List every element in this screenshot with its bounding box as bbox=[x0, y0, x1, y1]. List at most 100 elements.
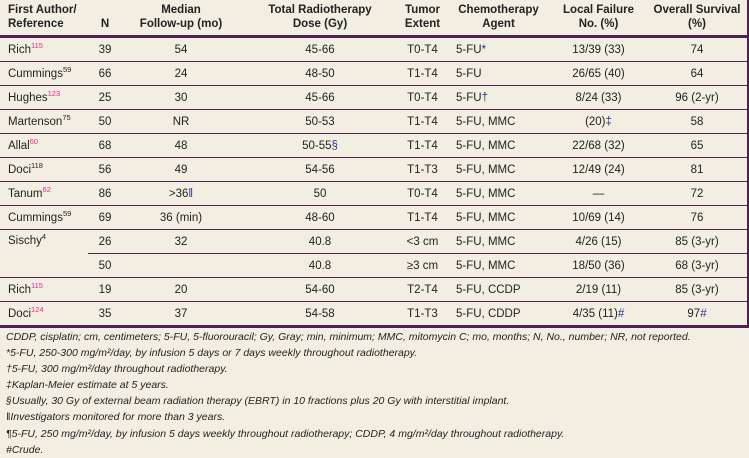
cell-followup: 36 (min) bbox=[122, 205, 240, 230]
cell-failure: 13/39 (33) bbox=[552, 36, 645, 62]
cell-author: Tanum62 bbox=[0, 181, 88, 206]
table-row: Cummings59 66 24 48-50 T1-T4 5-FU 26/65 (40) 64 bbox=[0, 61, 749, 86]
cell-extent: ≥3 cm bbox=[400, 253, 445, 278]
cell-dose: 54-58 bbox=[240, 301, 400, 328]
cell-chemo: 5-FU, CCDP bbox=[445, 277, 552, 302]
cell-chemo: 5-FU, MMC bbox=[445, 229, 552, 254]
cell-survival: 96 (2-yr) bbox=[645, 85, 749, 110]
cell-author: Cummings59 bbox=[0, 205, 88, 230]
cell-dose: 50-53 bbox=[240, 109, 400, 134]
footnote-marker: † bbox=[481, 91, 488, 104]
cell-extent: T1-T4 bbox=[400, 61, 445, 86]
cell-survival: 76 bbox=[645, 205, 749, 230]
cell-chemo: 5-FU* bbox=[445, 36, 552, 62]
footnote-marker: # bbox=[700, 307, 707, 320]
cell-followup: 48 bbox=[122, 133, 240, 158]
cell-survival: 85 (3-yr) bbox=[645, 229, 749, 254]
cell-followup: 54 bbox=[122, 36, 240, 62]
footnote-line: ¶5-FU, 250 mg/m²/day, by infusion 5 days… bbox=[6, 427, 565, 440]
column-header-author: First Author/Reference bbox=[0, 0, 88, 38]
cell-dose: 40.8 bbox=[240, 253, 400, 278]
cell-survival: 72 bbox=[645, 181, 749, 206]
cell-n: 86 bbox=[88, 181, 122, 206]
cell-extent: <3 cm bbox=[400, 229, 445, 254]
cell-extent: T0-T4 bbox=[400, 36, 445, 62]
reference-superscript: 60 bbox=[29, 136, 39, 146]
cell-chemo: 5-FU, CDDP bbox=[445, 301, 552, 328]
cell-n: 26 bbox=[88, 229, 122, 254]
footnote-line: §Usually, 30 Gy of external beam radiati… bbox=[6, 395, 510, 408]
cell-author: Rich115 bbox=[0, 277, 88, 302]
column-header-failure: Local Failure No. (%) bbox=[552, 0, 645, 38]
cell-followup bbox=[122, 253, 240, 278]
cell-failure: 26/65 (40) bbox=[552, 61, 645, 86]
cell-dose: 50 bbox=[240, 181, 400, 206]
cell-n: 66 bbox=[88, 61, 122, 86]
cell-dose: 40.8 bbox=[240, 229, 400, 254]
cell-followup: 32 bbox=[122, 229, 240, 254]
footnote-marker: * bbox=[481, 43, 487, 56]
table-row: Hughes123 25 30 45-66 T0-T4 5-FU† 8/24 (33) 96 … bbox=[0, 85, 749, 110]
table-row: Martenson75 50 NR 50-53 T1-T4 5-FU, MMC (20)‡ 5… bbox=[0, 109, 749, 134]
cell-chemo: 5-FU† bbox=[445, 85, 552, 110]
cell-chemo: 5-FU, MMC bbox=[445, 109, 552, 134]
cell-dose: 50-55§ bbox=[240, 133, 400, 158]
cell-failure: 8/24 (33) bbox=[552, 85, 645, 110]
cell-n: 25 bbox=[88, 85, 122, 110]
cell-failure: 4/35 (11)# bbox=[552, 301, 645, 328]
cell-followup: 30 bbox=[122, 85, 240, 110]
cell-failure: (20)‡ bbox=[552, 109, 645, 134]
cell-survival: 97# bbox=[645, 301, 749, 328]
cell-author: Rich115 bbox=[0, 36, 88, 62]
cell-survival: 58 bbox=[645, 109, 749, 134]
cell-author: Hughes123 bbox=[0, 85, 88, 110]
footnote-marker: ‖ bbox=[188, 187, 194, 200]
reference-superscript: 115 bbox=[31, 40, 43, 50]
results-table: First Author/Reference N Median Follow-up (… bbox=[0, 0, 749, 328]
footnote-marker: ‡ bbox=[605, 115, 612, 128]
table-row: Rich115 39 54 45-66 T0-T4 5-FU* 13/39 (33) 74 bbox=[0, 36, 749, 62]
cell-extent: T0-T4 bbox=[400, 85, 445, 110]
cell-extent: T0-T4 bbox=[400, 181, 445, 206]
table-row: Cummings59 69 36 (min) 48-60 T1-T4 5-FU, MMC 1… bbox=[0, 205, 749, 230]
cell-chemo: 5-FU, MMC bbox=[445, 157, 552, 182]
reference-superscript: 123 bbox=[47, 88, 61, 98]
table-row: Sischy4 26 32 40.8 <3 cm 5-FU, MMC 4/26 (15) 85… bbox=[0, 229, 749, 278]
cell-extent: T1-T3 bbox=[400, 301, 445, 328]
cell-survival: 68 (3-yr) bbox=[645, 253, 749, 278]
table-header-row: First Author/Reference N Median Follow-up (… bbox=[0, 0, 749, 38]
column-header-n: N bbox=[88, 0, 122, 38]
reference-superscript: 59 bbox=[62, 64, 72, 74]
table-row: 50 40.8 ≥3 cm 5-FU, MMC 18/50 (36) 68 (3-yr) bbox=[0, 253, 749, 278]
cell-followup: 37 bbox=[122, 301, 240, 328]
cell-extent: T1-T4 bbox=[400, 205, 445, 230]
cell-failure: 12/49 (24) bbox=[552, 157, 645, 182]
cell-n: 50 bbox=[88, 253, 122, 278]
cell-survival: 65 bbox=[645, 133, 749, 158]
column-header-extent: Tumor Extent bbox=[400, 0, 445, 38]
cell-dose: 45-66 bbox=[240, 36, 400, 62]
cell-failure: 18/50 (36) bbox=[552, 253, 645, 278]
cell-dose: 54-60 bbox=[240, 277, 400, 302]
footnote-marker: # bbox=[617, 307, 625, 320]
cell-author: Sischy4 bbox=[0, 229, 88, 278]
footnote-line: ‖Investigators monitored for more than 3… bbox=[6, 411, 226, 424]
cell-dose: 48-50 bbox=[240, 61, 400, 86]
cell-author: Cummings59 bbox=[0, 61, 88, 86]
reference-superscript: 62 bbox=[42, 184, 51, 194]
cell-chemo: 5-FU, MMC bbox=[445, 205, 552, 230]
cell-author: Martenson75 bbox=[0, 109, 88, 134]
cell-n: 19 bbox=[88, 277, 122, 302]
cell-n: 69 bbox=[88, 205, 122, 230]
cell-survival: 74 bbox=[645, 36, 749, 62]
cell-n: 68 bbox=[88, 133, 122, 158]
cell-n: 35 bbox=[88, 301, 122, 328]
reference-superscript: 75 bbox=[62, 112, 71, 122]
footnote-line: *5-FU, 250-300 mg/m²/day, by infusion 5 … bbox=[6, 347, 418, 360]
cell-followup: NR bbox=[122, 109, 240, 134]
cell-n: 56 bbox=[88, 157, 122, 182]
table-row: Allal60 68 48 50-55§ T1-T4 5-FU, MMC 22/68 (32… bbox=[0, 133, 749, 158]
cell-n: 39 bbox=[88, 36, 122, 62]
cell-survival: 64 bbox=[645, 61, 749, 86]
cell-survival: 81 bbox=[645, 157, 749, 182]
